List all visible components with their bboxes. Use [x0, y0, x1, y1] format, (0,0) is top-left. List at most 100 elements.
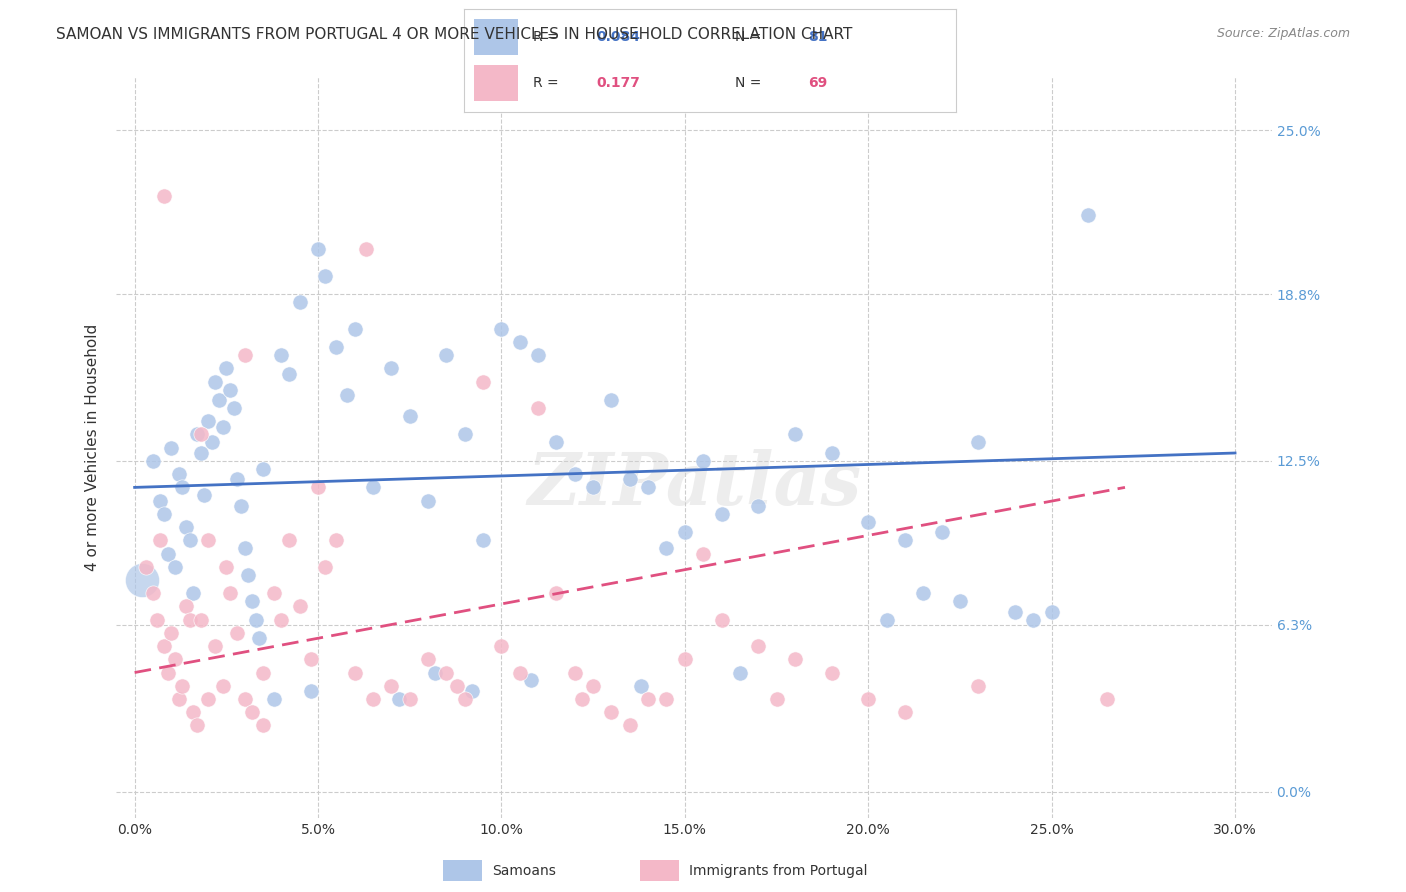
Point — [142, 586, 165, 600]
Point — [160, 441, 183, 455]
Point — [270, 348, 292, 362]
Point — [967, 435, 990, 450]
Point — [163, 652, 186, 666]
Point — [131, 573, 153, 587]
Point — [416, 493, 439, 508]
Point — [174, 520, 197, 534]
Point — [361, 692, 384, 706]
Point — [509, 665, 531, 680]
Point — [288, 295, 311, 310]
Point — [314, 559, 336, 574]
Point — [172, 480, 194, 494]
Point — [728, 665, 751, 680]
Point — [252, 718, 274, 732]
Point — [472, 375, 495, 389]
Point — [354, 243, 377, 257]
Y-axis label: 4 or more Vehicles in Household: 4 or more Vehicles in Household — [86, 324, 100, 572]
Point — [461, 684, 484, 698]
Text: Source: ZipAtlas.com: Source: ZipAtlas.com — [1216, 27, 1350, 40]
Point — [619, 473, 641, 487]
Text: N =: N = — [734, 30, 761, 44]
Point — [747, 499, 769, 513]
Point — [181, 586, 204, 600]
Point — [1004, 605, 1026, 619]
Point — [425, 665, 447, 680]
Point — [197, 692, 219, 706]
Point — [299, 684, 322, 698]
Point — [240, 705, 263, 719]
Point — [233, 692, 256, 706]
Point — [582, 679, 605, 693]
Point — [747, 639, 769, 653]
Point — [233, 348, 256, 362]
Point — [190, 613, 212, 627]
Point — [325, 533, 347, 548]
Point — [263, 586, 285, 600]
Point — [219, 383, 242, 397]
Point — [454, 427, 477, 442]
Point — [174, 599, 197, 614]
Text: SAMOAN VS IMMIGRANTS FROM PORTUGAL 4 OR MORE VEHICLES IN HOUSEHOLD CORRELATION C: SAMOAN VS IMMIGRANTS FROM PORTUGAL 4 OR … — [56, 27, 852, 42]
Point — [571, 692, 593, 706]
Point — [167, 692, 190, 706]
Point — [361, 480, 384, 494]
Point — [299, 652, 322, 666]
Point — [215, 361, 238, 376]
Text: 81: 81 — [808, 30, 828, 44]
Point — [149, 493, 172, 508]
Point — [172, 679, 194, 693]
Point — [197, 533, 219, 548]
Point — [858, 515, 880, 529]
Point — [240, 594, 263, 608]
Point — [181, 705, 204, 719]
Point — [491, 321, 513, 335]
Point — [454, 692, 477, 706]
Point — [211, 679, 233, 693]
Point — [472, 533, 495, 548]
Text: N =: N = — [734, 77, 761, 90]
Point — [858, 692, 880, 706]
Point — [820, 446, 842, 460]
Point — [343, 665, 366, 680]
Point — [211, 419, 233, 434]
Point — [673, 652, 696, 666]
Point — [710, 613, 733, 627]
Point — [307, 243, 329, 257]
Point — [564, 467, 586, 482]
Point — [894, 533, 917, 548]
Point — [238, 567, 260, 582]
Point — [655, 541, 678, 556]
Point — [546, 586, 568, 600]
Point — [710, 507, 733, 521]
Point — [288, 599, 311, 614]
Point — [619, 718, 641, 732]
Point — [637, 480, 659, 494]
Point — [582, 480, 605, 494]
Point — [153, 189, 176, 203]
Point — [208, 393, 231, 408]
Point — [1040, 605, 1063, 619]
Point — [167, 467, 190, 482]
Point — [509, 334, 531, 349]
Point — [564, 665, 586, 680]
Text: ZIPatlas: ZIPatlas — [527, 450, 860, 520]
Point — [1022, 613, 1045, 627]
Point — [912, 586, 935, 600]
Point — [135, 559, 157, 574]
Point — [783, 427, 806, 442]
Point — [229, 499, 252, 513]
Point — [931, 525, 953, 540]
Point — [967, 679, 990, 693]
Point — [1095, 692, 1118, 706]
Point — [343, 321, 366, 335]
FancyBboxPatch shape — [474, 65, 517, 101]
Point — [325, 340, 347, 354]
Point — [277, 533, 299, 548]
Point — [160, 625, 183, 640]
Point — [314, 268, 336, 283]
Text: 0.177: 0.177 — [596, 77, 641, 90]
Point — [186, 427, 208, 442]
Point — [434, 665, 457, 680]
Point — [179, 533, 201, 548]
Point — [434, 348, 457, 362]
